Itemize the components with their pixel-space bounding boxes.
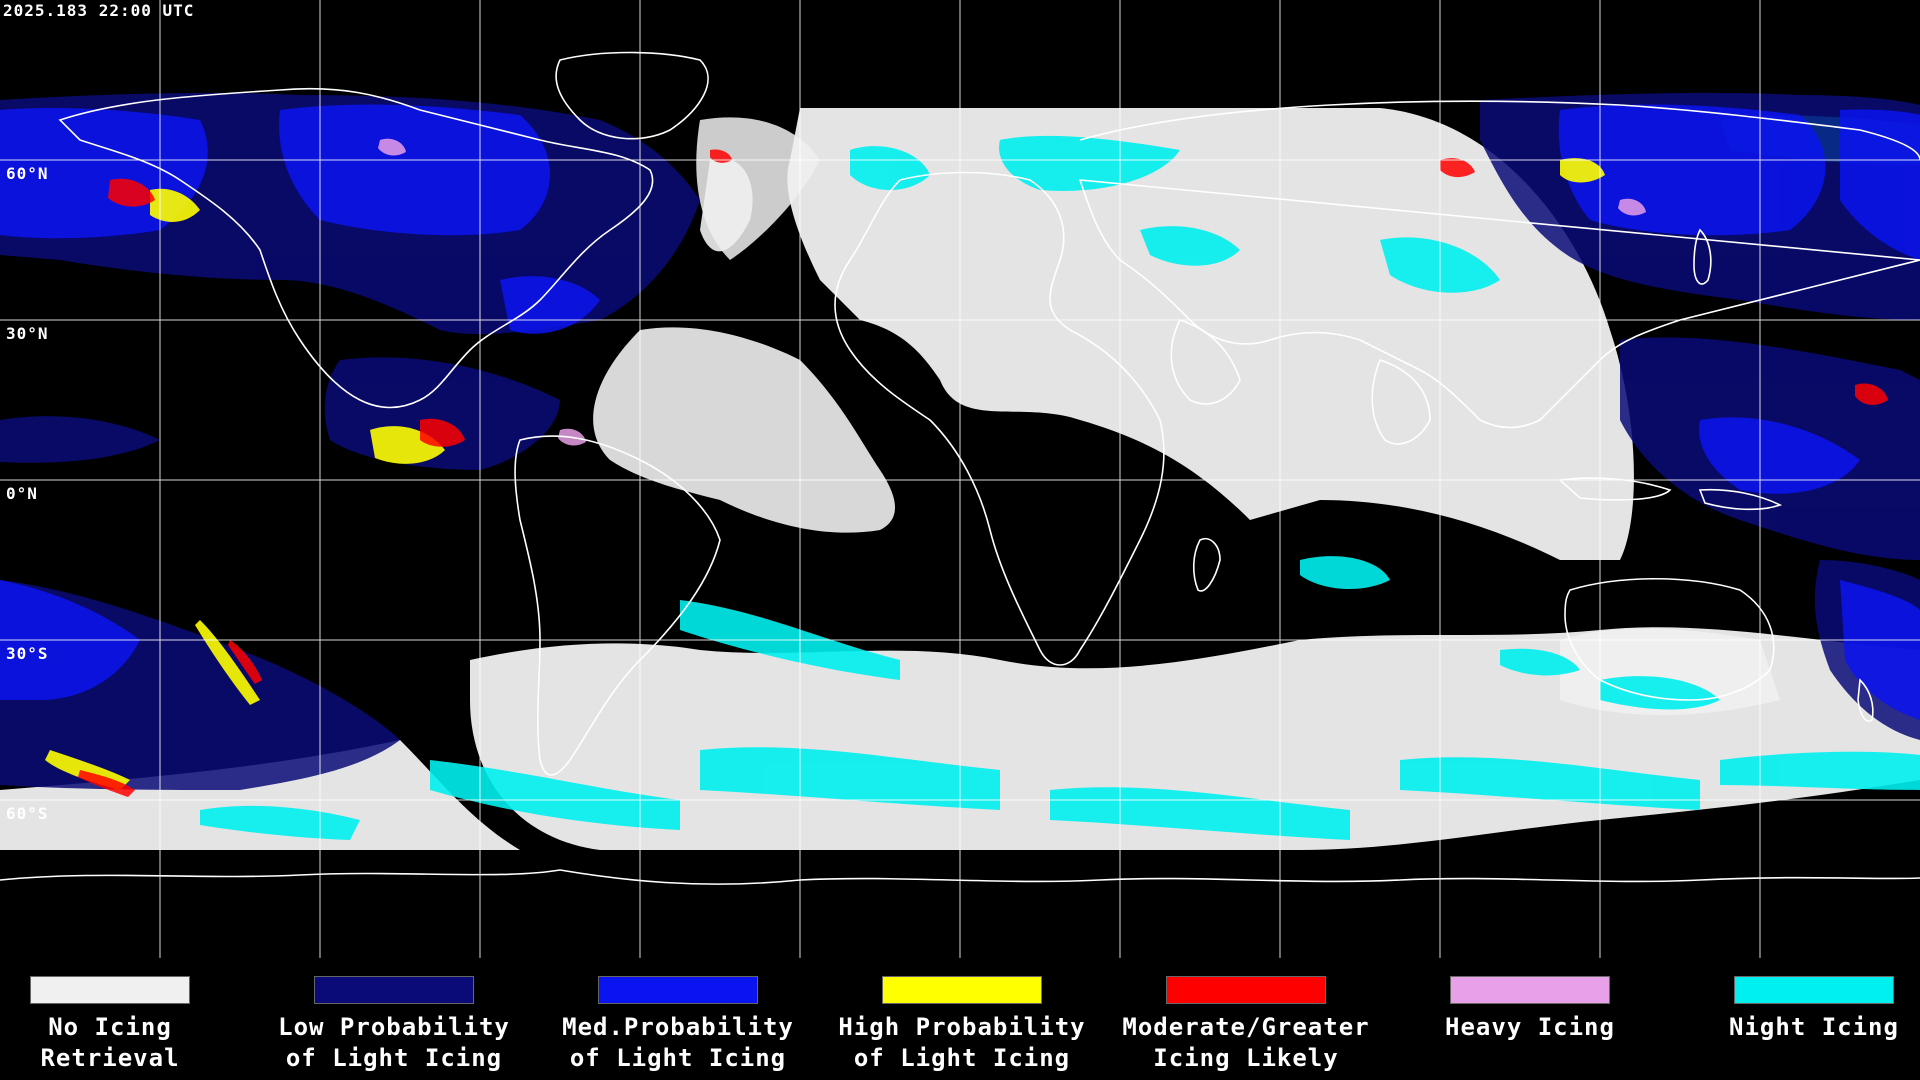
lat-label-0n: 0°N [6, 484, 38, 503]
lat-label-60n: 60°N [6, 164, 49, 183]
timestamp-label: 2025.183 22:00 UTC [3, 1, 195, 20]
legend-label-moderate-icing: Moderate/Greater Icing Likely [1122, 1013, 1370, 1072]
legend: No Icing Retrieval Low Probability of Li… [0, 962, 1920, 1080]
lat-label-30s: 30°S [6, 644, 49, 663]
legend-label-no-icing: No Icing Retrieval [40, 1013, 180, 1072]
legend-item-heavy-icing: Heavy Icing [1385, 976, 1675, 1043]
map-canvas [0, 0, 1920, 958]
legend-label-heavy-icing: Heavy Icing [1445, 1013, 1615, 1041]
legend-swatch-high-probability [882, 976, 1042, 1004]
legend-swatch-low-probability [314, 976, 474, 1004]
legend-label-night-icing: Night Icing [1729, 1013, 1899, 1041]
lat-label-60s: 60°S [6, 804, 49, 823]
legend-label-low-probability: Low Probability of Light Icing [278, 1013, 510, 1072]
legend-swatch-heavy-icing [1450, 976, 1610, 1004]
legend-item-moderate-icing: Moderate/Greater Icing Likely [1101, 976, 1391, 1074]
moderate-icing-regions [78, 149, 1888, 797]
legend-label-med-probability: Med.Probability of Light Icing [562, 1013, 794, 1072]
legend-swatch-med-probability [598, 976, 758, 1004]
legend-swatch-moderate-icing [1166, 976, 1326, 1004]
legend-item-med-probability: Med.Probability of Light Icing [533, 976, 823, 1074]
lat-label-30n: 30°N [6, 324, 49, 343]
legend-item-night-icing: Night Icing [1669, 976, 1920, 1043]
legend-swatch-night-icing [1734, 976, 1894, 1004]
legend-item-high-probability: High Probability of Light Icing [817, 976, 1107, 1074]
legend-item-no-icing: No Icing Retrieval [0, 976, 255, 1074]
legend-item-low-probability: Low Probability of Light Icing [249, 976, 539, 1074]
lat-lon-grid [0, 0, 1920, 958]
legend-label-high-probability: High Probability of Light Icing [838, 1013, 1086, 1072]
coastlines [0, 51, 1920, 885]
icing-map: 2025.183 22:00 UTC 60°N 30°N 0°N 30°S 60… [0, 0, 1920, 958]
legend-swatch-no-icing [30, 976, 190, 1004]
